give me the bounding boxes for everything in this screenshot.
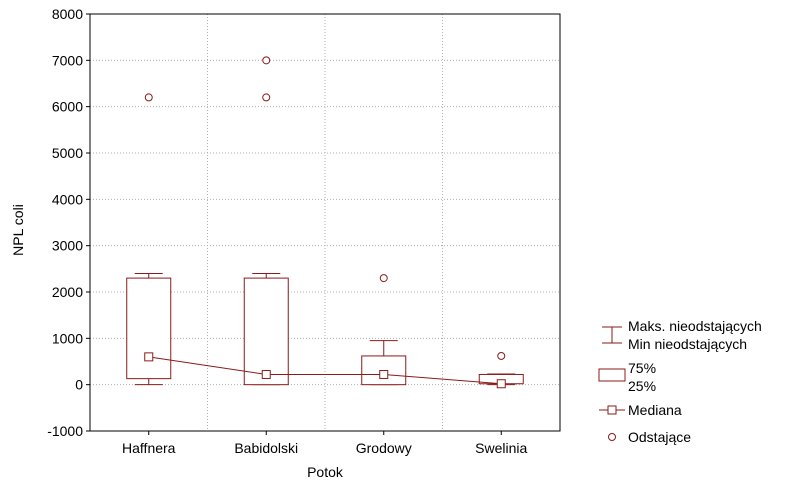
y-tick-label: -1000: [47, 423, 83, 439]
outlier-point: [262, 56, 271, 65]
box-grodowy: [361, 274, 407, 386]
legend-item-box: 75%25%: [598, 360, 656, 394]
box-iqr: [126, 277, 172, 380]
box-babidolski: [243, 56, 289, 386]
legend-item-median: Mediana: [599, 402, 682, 418]
legend-item-whisker: Maks. nieodstających Min nieodstających: [602, 318, 762, 352]
x-axis-label: Potok: [307, 464, 344, 480]
legend-label: 25%: [628, 378, 656, 394]
y-tick-label: 5000: [52, 145, 83, 161]
y-axis: -1000 0 1000 2000 3000 4000 5000 6000 7000 8000: [47, 6, 90, 439]
grid-lines: [90, 14, 560, 431]
legend-label: Odstające: [628, 429, 691, 445]
median-line: [148, 356, 502, 385]
legend-label: Min nieodstających: [628, 336, 747, 352]
y-tick-label: 7000: [52, 52, 83, 68]
plot-frame: [89, 13, 561, 432]
outlier-point: [262, 93, 271, 102]
y-tick-label: 1000: [52, 330, 83, 346]
box-haffnera: [126, 93, 172, 386]
x-tick-label: Haffnera: [122, 440, 176, 456]
legend-label: Mediana: [628, 402, 682, 418]
y-tick-label: 3000: [52, 238, 83, 254]
box-iqr: [243, 277, 289, 386]
y-axis-label: NPL coli: [10, 204, 26, 256]
y-tick-label: 4000: [52, 191, 83, 207]
outlier-point: [379, 274, 388, 283]
legend-label: Maks. nieodstających: [628, 318, 762, 334]
median-point: [261, 369, 271, 379]
x-axis: Haffnera Babidolski Grodowy Swelinia: [122, 431, 528, 456]
x-tick-label: Grodowy: [356, 440, 412, 456]
x-tick-label: Swelinia: [475, 440, 527, 456]
y-tick-label: 8000: [52, 6, 83, 22]
y-tick-label: 2000: [52, 284, 83, 300]
median-point: [379, 369, 389, 379]
legend-outlier-point: [608, 433, 616, 441]
legend-item-outlier: Odstające: [608, 429, 691, 445]
outlier-point: [144, 93, 153, 102]
legend-median-point: [607, 405, 617, 415]
y-tick-label: 6000: [52, 99, 83, 115]
median-point: [496, 379, 506, 389]
legend-label: 75%: [628, 360, 656, 376]
legend: Maks. nieodstających Min nieodstających 75…: [598, 318, 762, 445]
plot-marks: [126, 56, 524, 389]
x-tick-label: Babidolski: [234, 440, 298, 456]
y-tick-label: 0: [75, 377, 83, 393]
legend-box: [598, 368, 626, 382]
median-point: [144, 352, 154, 362]
outlier-point: [497, 351, 506, 360]
